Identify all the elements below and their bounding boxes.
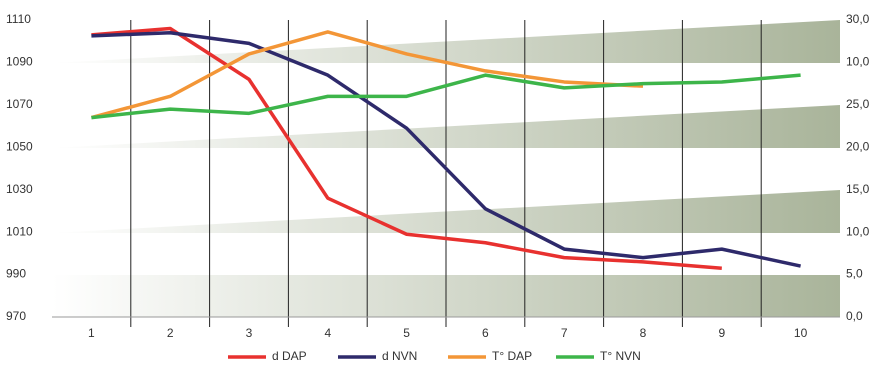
y2-tick-label: 5,0 <box>846 267 863 281</box>
y-tick-label: 970 <box>6 309 26 323</box>
x-tick-label: 8 <box>640 326 647 340</box>
y-tick-label: 1110 <box>6 12 31 26</box>
y-tick-label: 990 <box>6 267 26 281</box>
x-tick-label: 9 <box>718 326 725 340</box>
y-tick-label: 1050 <box>6 139 33 153</box>
x-tick-label: 6 <box>482 326 489 340</box>
y-tick-label: 1090 <box>6 55 33 69</box>
y2-tick-label: 0,0 <box>846 309 863 323</box>
y2-tick-label: 20,0 <box>846 139 870 153</box>
series-line <box>91 30 801 268</box>
y2-tick-label: 10,0 <box>846 224 870 238</box>
y-tick-label: 1030 <box>6 182 33 196</box>
y2-tick-label: 10,0 <box>846 55 870 69</box>
x-tick-label: 1 <box>88 326 95 340</box>
x-tick-label: 7 <box>561 326 568 340</box>
y-tick-label: 1010 <box>6 224 33 238</box>
y-tick-label: 1070 <box>6 97 33 111</box>
x-tick-label: 3 <box>246 326 253 340</box>
y2-tick-label: 15,0 <box>846 182 870 196</box>
series-line <box>91 26 722 270</box>
y2-tick-label: 25,0 <box>846 97 870 111</box>
series-line <box>91 73 801 120</box>
legend-label: d DAP <box>272 349 307 363</box>
x-tick-label: 10 <box>794 326 808 340</box>
series-line <box>90 30 644 120</box>
x-tick-label: 4 <box>324 326 331 340</box>
x-tick-label: 2 <box>167 326 174 340</box>
legend-label: d NVN <box>382 349 417 363</box>
y2-tick-label: 30,0 <box>846 12 870 26</box>
legend-label: T° DAP <box>492 349 532 363</box>
legend-label: T° NVN <box>600 349 641 363</box>
x-tick-label: 5 <box>403 326 410 340</box>
